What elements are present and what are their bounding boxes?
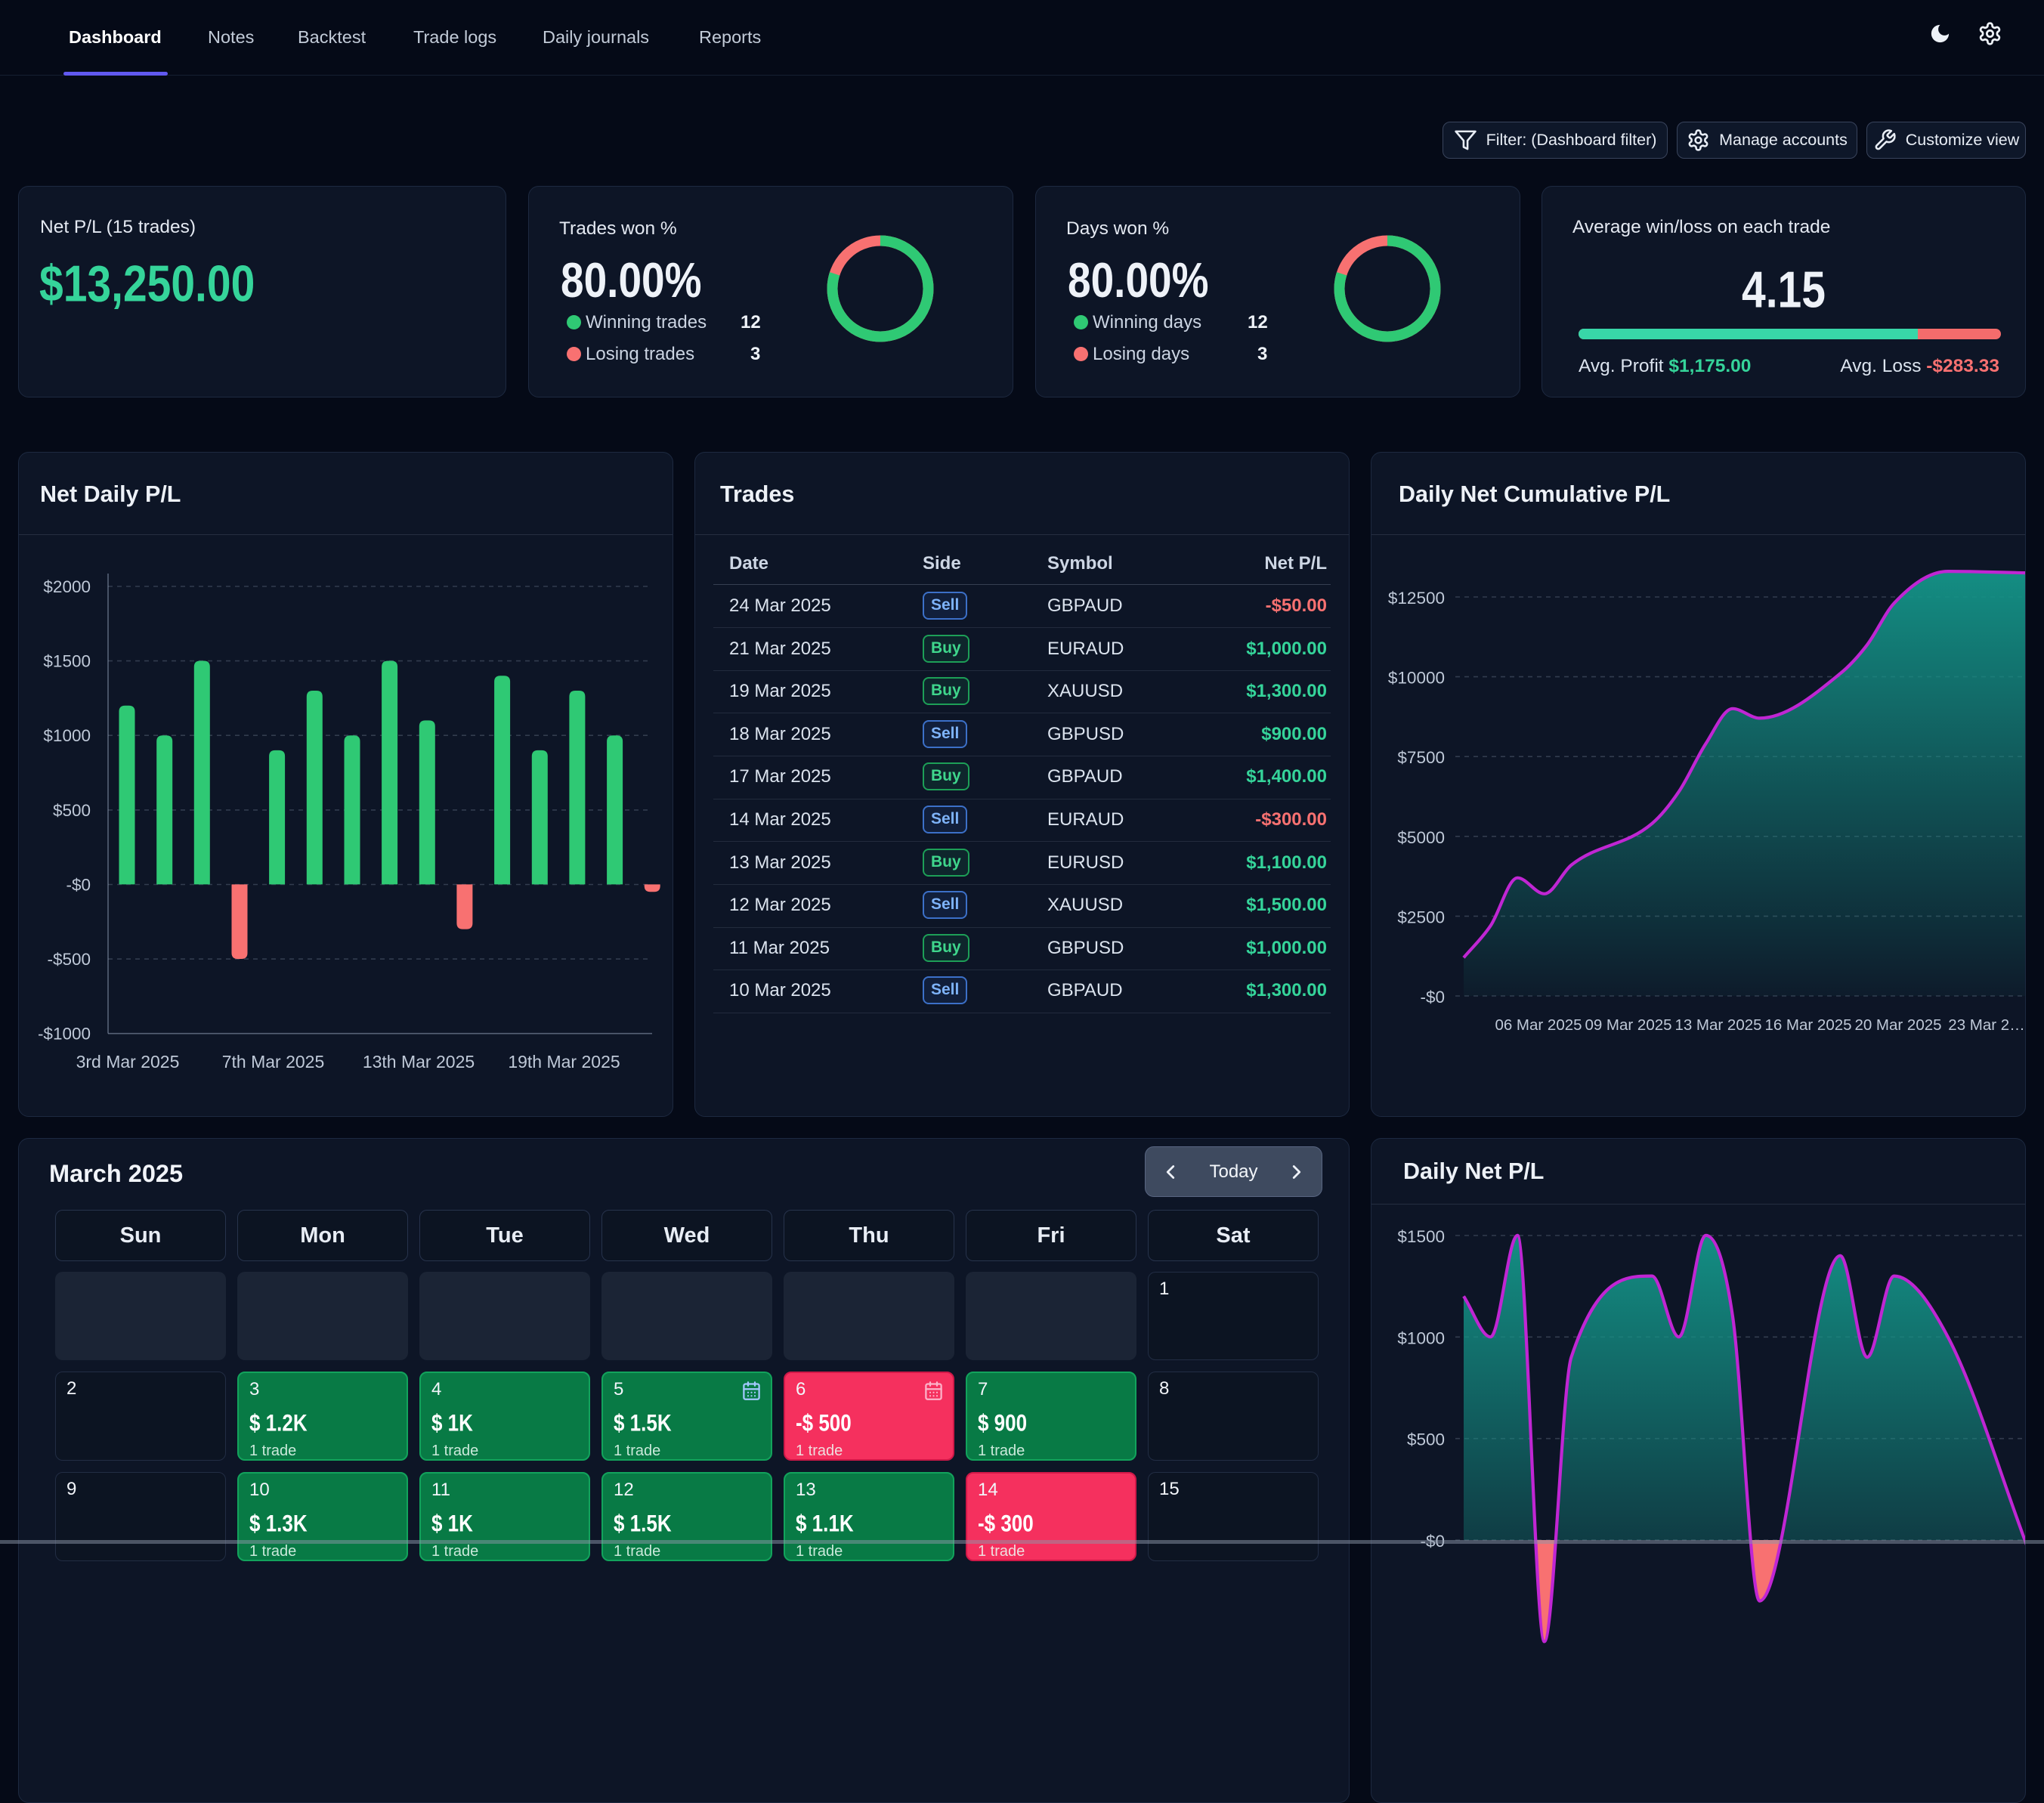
svg-text:$1500: $1500: [1397, 1227, 1445, 1246]
svg-text:3rd Mar 2025: 3rd Mar 2025: [76, 1052, 180, 1072]
svg-text:$5000: $5000: [1397, 828, 1445, 847]
svg-text:19th Mar 2025: 19th Mar 2025: [508, 1052, 620, 1072]
svg-text:$2500: $2500: [1397, 908, 1445, 926]
svg-text:16 Mar 2025: 16 Mar 2025: [1764, 1016, 1851, 1034]
svg-text:13th Mar 2025: 13th Mar 2025: [363, 1052, 475, 1072]
svg-text:$2000: $2000: [43, 577, 91, 596]
svg-text:-$500: -$500: [47, 950, 91, 969]
svg-text:$500: $500: [53, 801, 91, 820]
svg-text:$7500: $7500: [1397, 748, 1445, 767]
svg-text:$1500: $1500: [43, 652, 91, 671]
svg-text:$1000: $1000: [43, 726, 91, 745]
svg-text:09 Mar 2025: 09 Mar 2025: [1585, 1016, 1671, 1034]
svg-text:20 Mar 2025: 20 Mar 2025: [1854, 1016, 1941, 1034]
svg-text:-$0: -$0: [1420, 988, 1445, 1007]
svg-text:$500: $500: [1407, 1430, 1445, 1449]
svg-text:$12500: $12500: [1388, 589, 1445, 608]
svg-text:$10000: $10000: [1388, 669, 1445, 688]
svg-text:7th Mar 2025: 7th Mar 2025: [222, 1052, 325, 1072]
svg-text:-$1000: -$1000: [38, 1025, 91, 1044]
svg-text:$1000: $1000: [1397, 1328, 1445, 1347]
svg-text:-$0: -$0: [66, 876, 91, 895]
svg-text:06 Mar 2025: 06 Mar 2025: [1495, 1016, 1582, 1034]
svg-text:23 Mar 2…: 23 Mar 2…: [1948, 1016, 2024, 1034]
svg-text:13 Mar 2025: 13 Mar 2025: [1674, 1016, 1761, 1034]
